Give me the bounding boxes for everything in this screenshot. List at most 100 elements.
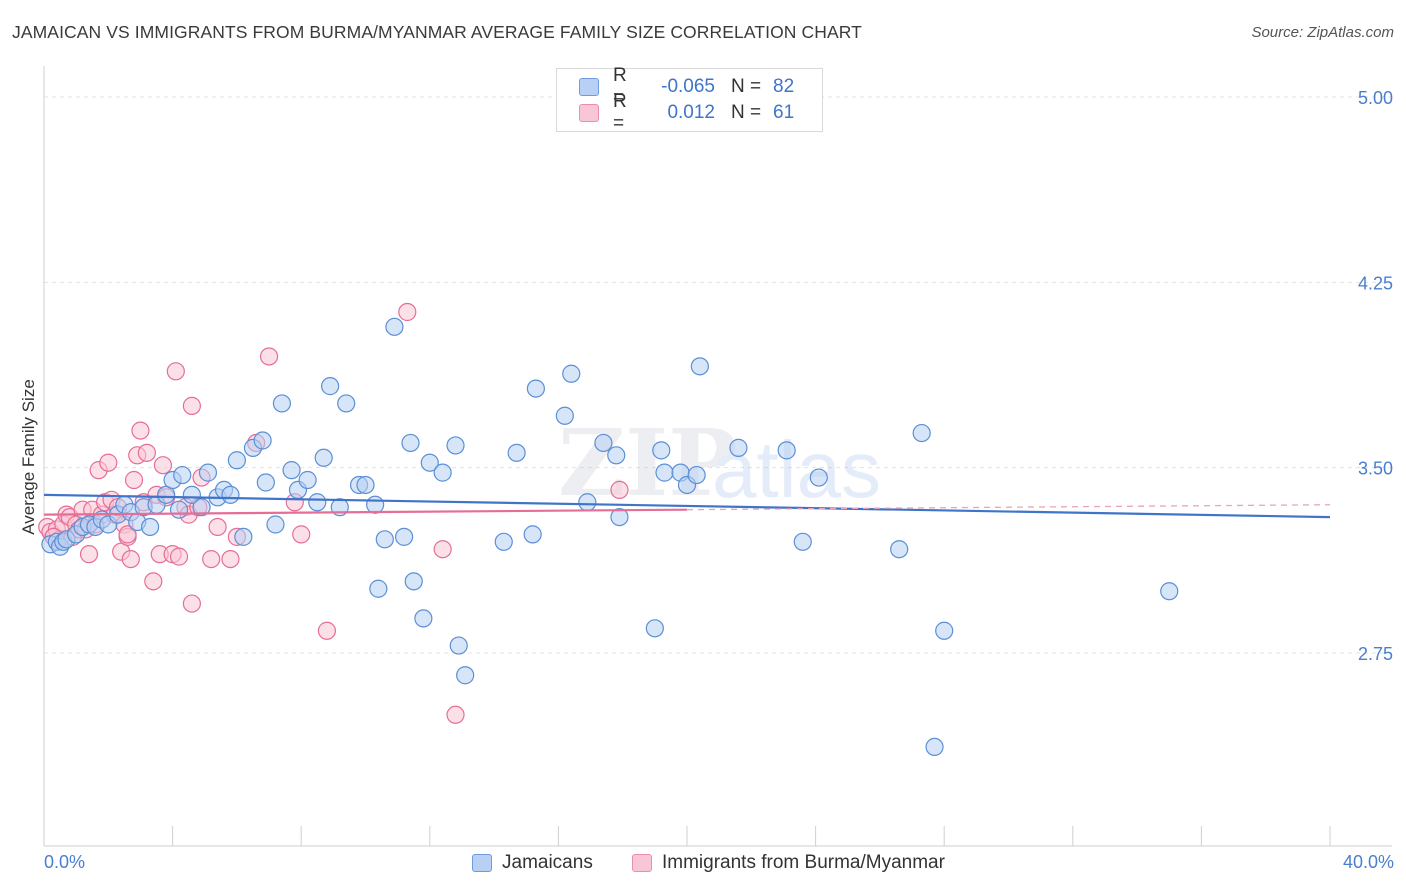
burma-point-54 (317, 621, 337, 640)
trend-line-burma-extension (686, 504, 1331, 511)
jamaicans-point-53 (420, 453, 439, 472)
y-axis-label: Average Family Size (19, 379, 38, 535)
jamaicans-point-82 (925, 737, 944, 757)
jamaicans-point-48 (385, 317, 404, 336)
legend-item-burma[interactable]: Immigrants from Burma/Myanmar (632, 852, 945, 874)
burma-point-26 (121, 549, 140, 569)
jamaicans-point-39 (314, 448, 333, 467)
legend-swatch-pink (579, 104, 599, 122)
trend-lines (43, 493, 1331, 519)
burma-point-19 (99, 453, 118, 472)
jamaicans-point-38 (308, 493, 327, 512)
jamaicans-point-31 (253, 431, 272, 450)
jamaicans-point-58 (494, 532, 513, 551)
burma-point-39 (169, 547, 189, 566)
jamaicans-point-79 (890, 540, 909, 559)
y-tick-labels: 5.00 4.25 3.50 2.75 (1358, 88, 1393, 664)
chart-title: JAMAICAN VS IMMIGRANTS FROM BURMA/MYANMA… (12, 22, 862, 42)
burma-point-55 (398, 302, 417, 322)
burma-point-57 (446, 705, 465, 724)
burma-point-29 (131, 421, 150, 440)
burma-point-60 (118, 525, 137, 544)
legend-n-value: 82 (773, 76, 795, 97)
legend-r-label: R = (613, 65, 627, 108)
jamaicans-point-33 (266, 515, 285, 534)
burma-point-32 (144, 572, 163, 591)
jamaicans-point-54 (433, 463, 452, 482)
jamaicans-point-45 (366, 495, 385, 514)
burma-point-42 (182, 594, 201, 613)
jamaicans-point-67 (610, 507, 629, 527)
x-tick-left: 0.0% (44, 852, 86, 872)
jamaicans-point-46 (369, 579, 388, 598)
axes (43, 66, 1392, 847)
legend-label-burma: Immigrants from Burma/Myanmar (662, 852, 945, 873)
trend-line-jamaicans (43, 493, 1331, 519)
jamaicans-point-44 (356, 475, 375, 495)
burma-point-48 (221, 549, 240, 569)
jamaicans-point-32 (256, 473, 275, 492)
jamaicans-point-29 (234, 527, 253, 546)
watermark-atlas: atlas (712, 425, 881, 514)
jamaicans-point-37 (298, 470, 317, 490)
trend-line-burma (43, 508, 688, 516)
legend-swatch-pink (632, 854, 652, 872)
watermark: ZIP atlas (558, 409, 881, 517)
jamaicans-point-65 (594, 433, 613, 453)
jamaicans-point-50 (401, 433, 420, 453)
jamaicans-point-56 (449, 636, 468, 655)
y-tick-label-0: 5.00 (1358, 88, 1393, 108)
legend-n-value: 61 (773, 102, 795, 123)
burma-point-43 (182, 396, 201, 415)
y-tick-label-2: 3.50 (1358, 459, 1393, 479)
burma-point-53 (292, 525, 311, 544)
legend-row-jamaicans: R = -0.065 N = 82 (579, 65, 803, 108)
jamaicans-point-35 (282, 461, 301, 480)
legend-n-label: N = (731, 102, 762, 123)
legend-item-jamaicans[interactable]: Jamaicans (472, 852, 593, 874)
y-tick-label-3: 2.75 (1358, 644, 1393, 664)
burma-point-51 (259, 347, 279, 366)
jamaicans-point-59 (507, 443, 526, 462)
jamaicans-point-47 (375, 530, 394, 549)
legend-r-value: 0.012 (667, 102, 715, 123)
jamaicans-point-24 (198, 463, 218, 482)
jamaicans-point-74 (690, 357, 709, 376)
jamaicans-point-57 (456, 666, 475, 685)
legend-row-burma: R = 0.012 N = 61 (579, 91, 803, 134)
legend-swatch-blue (472, 854, 492, 872)
jamaicans-point-42 (337, 394, 356, 413)
jamaicans-point-68 (645, 619, 664, 638)
jamaicans-point-70 (655, 463, 674, 482)
jamaicans-point-64 (578, 493, 597, 512)
legend-r-label: R = (613, 91, 627, 134)
x-tick-right: 40.0% (1342, 852, 1394, 872)
jamaicans-point-76 (777, 441, 796, 460)
burma-point-31 (137, 443, 156, 462)
jamaicans-point-55 (446, 436, 465, 455)
jamaicans-point-62 (555, 406, 574, 425)
burma-point-46 (202, 549, 221, 569)
jamaicans-point-69 (652, 441, 671, 460)
jamaicans-point-73 (687, 465, 706, 485)
jamaicans-point-52 (414, 609, 433, 628)
jamaicans-point-22 (182, 485, 201, 504)
jamaicans-point-28 (227, 451, 246, 470)
jamaicans-point-27 (221, 485, 240, 504)
y-tick-label-1: 4.25 (1358, 273, 1393, 293)
burma-point-13 (79, 545, 99, 564)
jamaicans-point-80 (912, 423, 931, 443)
burma-point-58 (610, 480, 629, 500)
burma-point-47 (208, 517, 227, 537)
jamaicans-point-20 (169, 500, 189, 519)
burma-point-56 (433, 540, 452, 559)
jamaicans-point-63 (562, 364, 581, 383)
jamaicans-point-61 (526, 379, 545, 398)
jamaicans-point-75 (729, 438, 748, 457)
jamaicans-point-81 (935, 621, 954, 640)
jamaicans-point-34 (272, 394, 292, 413)
jamaicans-point-77 (793, 532, 812, 551)
source-credit: Source: ZipAtlas.com (1251, 24, 1394, 41)
legend-r-value: -0.065 (661, 76, 715, 97)
